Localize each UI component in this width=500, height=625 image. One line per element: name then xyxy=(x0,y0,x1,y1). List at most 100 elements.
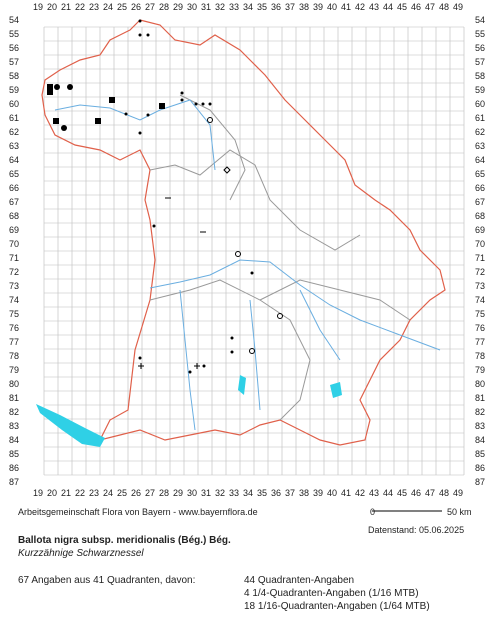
x-label: 46 xyxy=(411,2,421,12)
y-label: 86 xyxy=(9,463,19,473)
x-label: 21 xyxy=(61,2,71,12)
marker xyxy=(47,89,53,95)
x-label: 36 xyxy=(271,488,281,498)
credit: Arbeitsgemeinschaft Flora von Bayern - w… xyxy=(18,507,258,517)
x-label: 29 xyxy=(173,488,183,498)
marker xyxy=(250,271,254,275)
y-label: 87 xyxy=(9,477,19,487)
x-label: 28 xyxy=(159,488,169,498)
x-label: 37 xyxy=(285,488,295,498)
y-label: 81 xyxy=(9,393,19,403)
x-label: 24 xyxy=(103,488,113,498)
marker xyxy=(138,166,231,369)
marker xyxy=(138,19,142,23)
summary-total: 67 Angaben aus 41 Quadranten, davon: xyxy=(18,575,195,586)
rivers xyxy=(54,99,441,431)
x-label: 32 xyxy=(215,2,225,12)
y-label: 56 xyxy=(9,43,19,53)
y-label: 73 xyxy=(9,281,19,291)
y-label: 74 xyxy=(475,295,485,305)
y-label: 71 xyxy=(9,253,19,263)
y-label: 68 xyxy=(9,211,19,221)
marker xyxy=(194,102,198,106)
x-label: 34 xyxy=(243,488,253,498)
x-label: 26 xyxy=(131,2,141,12)
y-label: 82 xyxy=(475,407,485,417)
marker xyxy=(159,103,165,109)
x-label: 27 xyxy=(145,2,155,12)
x-label: 47 xyxy=(425,2,435,12)
y-label: 77 xyxy=(9,337,19,347)
y-label: 65 xyxy=(475,169,485,179)
y-label: 79 xyxy=(475,365,485,375)
marker xyxy=(138,131,142,135)
marker xyxy=(230,350,234,354)
y-label: 66 xyxy=(9,183,19,193)
y-label: 75 xyxy=(475,309,485,319)
marker xyxy=(109,97,115,103)
y-label: 58 xyxy=(475,71,485,81)
y-label: 84 xyxy=(475,435,485,445)
x-label: 45 xyxy=(397,488,407,498)
x-label: 44 xyxy=(383,2,393,12)
scale-zero: 0 xyxy=(370,507,375,517)
y-label: 76 xyxy=(475,323,485,333)
y-label: 78 xyxy=(475,351,485,361)
x-label: 48 xyxy=(439,2,449,12)
x-label: 29 xyxy=(173,2,183,12)
x-label: 33 xyxy=(229,488,239,498)
x-label: 45 xyxy=(397,2,407,12)
marker xyxy=(146,113,150,117)
lake xyxy=(238,375,342,398)
marker xyxy=(208,102,212,106)
x-label: 43 xyxy=(369,488,379,498)
x-label: 40 xyxy=(327,2,337,12)
x-label: 30 xyxy=(187,488,197,498)
markers xyxy=(47,19,254,374)
x-label: 49 xyxy=(453,488,463,498)
summary-line: 44 Quadranten-Angaben xyxy=(244,575,354,586)
x-label: 26 xyxy=(131,488,141,498)
y-label: 83 xyxy=(9,421,19,431)
y-label: 60 xyxy=(475,99,485,109)
grid: 19 19 20 20 21 21 22 22 23 23 24 24 25 25 26 26 27 27 28 28… xyxy=(9,2,485,498)
y-label: 55 xyxy=(475,29,485,39)
y-label: 59 xyxy=(9,85,19,95)
x-label: 43 xyxy=(369,2,379,12)
y-label: 72 xyxy=(9,267,19,277)
marker xyxy=(53,118,59,124)
y-label: 81 xyxy=(475,393,485,403)
x-label: 42 xyxy=(355,2,365,12)
x-label: 32 xyxy=(215,488,225,498)
x-label: 38 xyxy=(299,2,309,12)
subtitle: Kurzzähnige Schwarznessel xyxy=(18,548,144,559)
marker xyxy=(138,356,142,360)
y-label: 78 xyxy=(9,351,19,361)
marker xyxy=(124,112,128,116)
date: Datenstand: 05.06.2025 xyxy=(368,525,464,535)
x-label: 37 xyxy=(285,2,295,12)
x-label: 24 xyxy=(103,2,113,12)
marker xyxy=(277,313,283,319)
y-label: 57 xyxy=(475,57,485,67)
marker xyxy=(180,98,184,102)
scale-length: 50 km xyxy=(447,507,472,517)
marker xyxy=(152,224,156,228)
x-label: 31 xyxy=(201,488,211,498)
marker xyxy=(47,84,53,90)
x-label: 39 xyxy=(313,488,323,498)
marker xyxy=(201,102,205,106)
y-label: 80 xyxy=(475,379,485,389)
y-label: 74 xyxy=(9,295,19,305)
y-label: 69 xyxy=(9,225,19,235)
marker xyxy=(61,125,67,131)
x-label: 20 xyxy=(47,2,57,12)
y-label: 64 xyxy=(475,155,485,165)
marker xyxy=(202,364,206,368)
x-label: 41 xyxy=(341,2,351,12)
x-label: 33 xyxy=(229,2,239,12)
marker xyxy=(249,348,255,354)
marker xyxy=(188,370,192,374)
y-label: 54 xyxy=(9,15,19,25)
